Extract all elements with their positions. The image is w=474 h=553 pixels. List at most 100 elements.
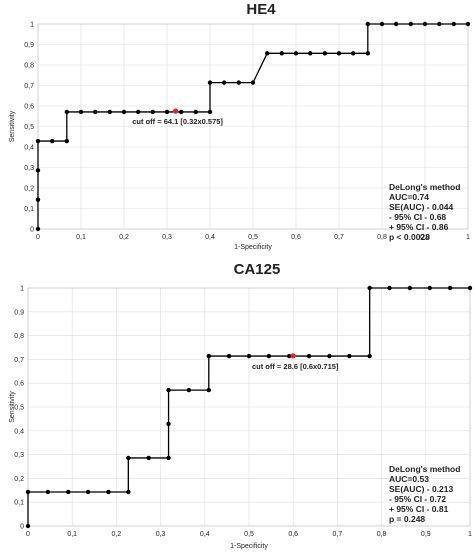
roc-point	[35, 168, 41, 173]
x-tick-label: 0,2	[119, 234, 129, 241]
roc-point	[306, 353, 312, 359]
x-tick-label: 0,3	[156, 531, 166, 538]
x-tick-label: 0,5	[244, 531, 254, 538]
roc-point	[66, 489, 71, 495]
roc-point	[393, 21, 399, 27]
x-tick-label: 0,8	[377, 531, 387, 538]
roc-point	[287, 353, 292, 359]
roc-point	[186, 387, 192, 393]
y-tick-label: 0,5	[24, 124, 34, 131]
x-axis-label: 1-Specificity	[234, 244, 272, 251]
y-tick-label: 0,4	[24, 145, 34, 152]
roc-point	[246, 353, 252, 359]
roc-point	[226, 353, 232, 359]
x-tick-label: 0,9	[421, 531, 431, 538]
roc-point	[78, 109, 84, 115]
y-tick-label: 0,6	[14, 381, 24, 388]
roc-point	[250, 80, 256, 85]
y-tick-label: 0,7	[14, 357, 24, 364]
x-tick-label: 0,5	[248, 234, 258, 241]
chart-he4: HE4 0 0,1 0,2 0,3 0,4 0,5 0,6 0,7 0,8 0,9 1 0 0,1 0,2 0…	[9, 1, 471, 251]
cutoff-label: cut off = 64.1 [0.32x0.575]	[132, 117, 223, 126]
stats-line: + 95% CI - 0.81	[389, 504, 449, 514]
roc-point	[347, 353, 352, 359]
roc-point	[146, 455, 151, 461]
plot-frame	[37, 23, 469, 230]
roc-point	[166, 455, 171, 461]
cutoff-point	[173, 108, 179, 114]
x-tick-label: 0,3	[162, 234, 172, 241]
roc-point	[436, 21, 442, 27]
roc-point	[64, 109, 70, 115]
roc-point	[365, 21, 371, 27]
y-tick-label: 0,2	[14, 476, 24, 483]
roc-point	[126, 489, 131, 495]
roc-point	[367, 353, 372, 359]
roc-point	[266, 353, 272, 359]
plot-frame	[27, 287, 471, 527]
roc-point	[193, 109, 199, 115]
roc-point	[45, 489, 51, 495]
y-axis-label: Sensitivity	[9, 391, 16, 423]
roc-point	[307, 51, 313, 56]
x-tick-label: 0,1	[67, 531, 77, 538]
stats-line: + 95% CI - 0.86	[389, 222, 449, 232]
roc-point	[465, 21, 471, 27]
stats-line: p = 0.248	[389, 514, 425, 524]
x-tick-label: 0,4	[205, 234, 215, 241]
chart-title: CA125	[234, 261, 281, 278]
roc-point	[25, 523, 31, 529]
roc-point	[365, 51, 371, 56]
stats-line: - 95% CI - 0.72	[389, 494, 446, 504]
x-tick-label: 0	[26, 531, 30, 538]
roc-point	[350, 51, 356, 56]
cutoff-point	[290, 353, 296, 359]
roc-point	[150, 109, 156, 115]
stats-line: - 95% CI - 0.68	[389, 212, 446, 222]
stats-line: AUC=0.53	[389, 474, 429, 484]
y-tick-label: 0,6	[24, 104, 34, 111]
roc-point	[387, 285, 392, 291]
chart-title: HE4	[246, 1, 276, 18]
roc-point	[279, 51, 285, 56]
x-tick-label: 0,2	[112, 531, 122, 538]
roc-point	[427, 285, 432, 291]
x-tick-label: 0,4	[200, 531, 210, 538]
x-tick-label: 0,1	[76, 234, 86, 241]
stats-line: SE(AUC) - 0.213	[389, 484, 454, 494]
roc-point	[121, 109, 127, 115]
roc-point	[126, 455, 131, 461]
roc-point	[164, 109, 170, 115]
chart-ca125: CA125 0 0,1 0,2 0,3 0,4 0,5 0,6 0,7 0,8 0,9 1 0 0,1 0,…	[9, 261, 473, 550]
x-tick-label: 0,7	[333, 531, 343, 538]
roc-point	[92, 109, 98, 115]
stats-line: p < 0.0028	[389, 232, 430, 242]
roc-point	[166, 421, 171, 427]
y-tick-label: 0,1	[24, 206, 34, 213]
x-tick-label: 0,6	[291, 234, 301, 241]
y-tick-label: 0,5	[14, 405, 24, 412]
x-tick-label: 0,9	[420, 234, 430, 241]
roc-point	[322, 51, 328, 56]
roc-point	[25, 489, 31, 495]
roc-point	[367, 285, 372, 291]
roc-point	[206, 387, 211, 393]
roc-point	[408, 21, 414, 27]
roc-point	[166, 387, 171, 393]
stats-line: DeLong's method	[389, 182, 460, 192]
stats-line: DeLong's method	[389, 464, 460, 474]
y-tick-label: 0,3	[24, 165, 34, 172]
roc-point	[293, 51, 299, 56]
roc-point	[64, 138, 70, 144]
roc-point	[207, 80, 213, 85]
stats-line: AUC=0.74	[389, 192, 429, 202]
y-tick-label: 1	[30, 22, 34, 29]
x-tick-label: 0,8	[377, 234, 387, 241]
x-tick-label: 0,6	[288, 531, 298, 538]
roc-point	[135, 109, 141, 115]
y-tick-label: 0,2	[24, 186, 34, 193]
y-tick-label: 0,9	[14, 309, 24, 316]
y-tick-label: 0	[20, 524, 24, 531]
y-tick-label: 1	[20, 286, 24, 293]
